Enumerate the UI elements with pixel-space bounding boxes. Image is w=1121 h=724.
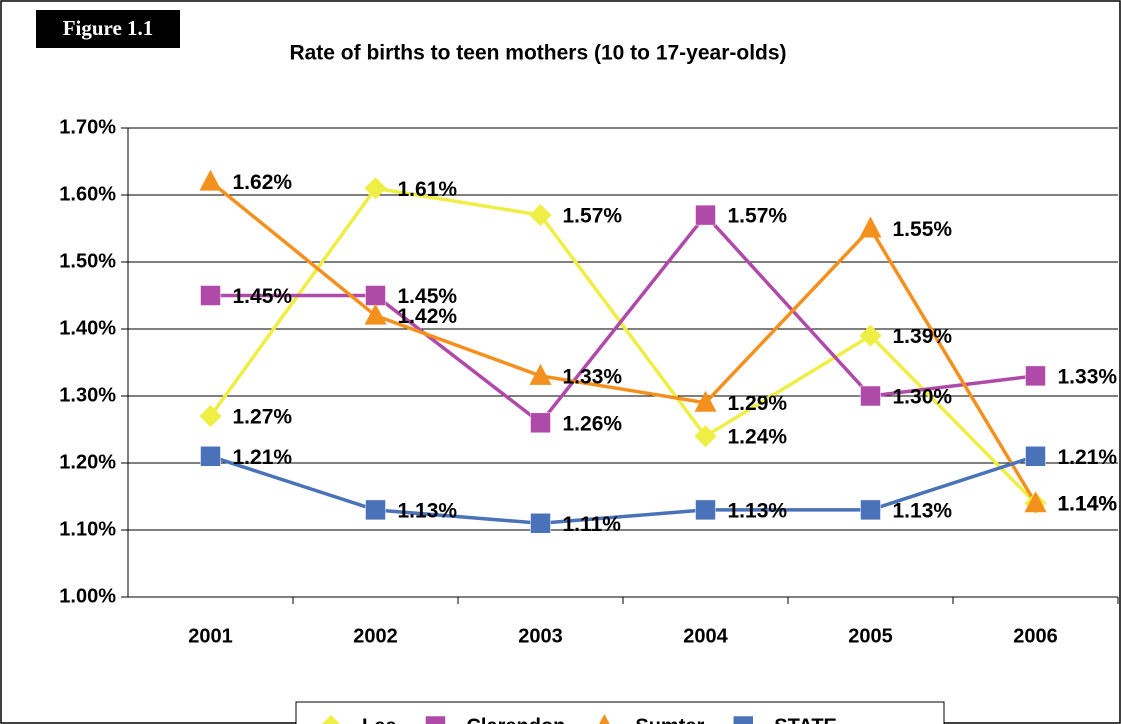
data-label: 1.13%: [893, 499, 953, 522]
data-label: 1.29%: [728, 392, 788, 415]
data-label: 1.57%: [728, 205, 788, 228]
legend-marker: [322, 715, 340, 724]
series-line: [209, 186, 1037, 505]
x-tick-label: 2006: [1013, 625, 1058, 647]
data-point: [200, 446, 221, 467]
x-tick-label: 2002: [353, 625, 398, 647]
data-label: 1.13%: [398, 499, 458, 522]
x-tick-label: 2003: [518, 625, 563, 647]
y-tick-label: 1.20%: [59, 451, 116, 473]
data-label: 1.13%: [728, 499, 788, 522]
data-point: [364, 177, 387, 200]
legend-label: Sumter: [635, 715, 704, 724]
figure-label: Figure 1.1: [63, 16, 154, 40]
data-label: 1.42%: [398, 305, 458, 328]
data-point: [860, 385, 881, 407]
legend-label: Clarendon: [466, 715, 565, 724]
data-point: [1025, 365, 1046, 387]
legend-label: Lee: [362, 715, 396, 724]
legend-marker: [599, 714, 610, 724]
data-point: [364, 303, 387, 325]
data-point: [530, 513, 551, 534]
data-label: 1.39%: [893, 325, 953, 348]
data-point: [859, 324, 882, 347]
legend: Lee Clarendon Sumter STATE: [295, 701, 945, 724]
y-tick-label: 1.10%: [59, 518, 116, 540]
x-tick-label: 2005: [848, 625, 893, 647]
legend-box: [295, 701, 945, 724]
data-label: 1.11%: [563, 513, 622, 536]
data-label: 1.21%: [1058, 446, 1118, 469]
x-tick-label: 2001: [188, 625, 233, 647]
data-label: 1.27%: [233, 406, 293, 429]
series-line: [209, 454, 1037, 526]
data-point: [365, 499, 386, 521]
series-line: [209, 180, 1038, 505]
y-tick-label: 1.60%: [59, 183, 116, 205]
data-label: 1.61%: [398, 178, 458, 201]
data-label: 1.24%: [728, 426, 788, 449]
data-label: 1.45%: [398, 285, 458, 308]
data-point: [199, 405, 222, 428]
data-point: [694, 390, 717, 412]
data-point: [695, 204, 716, 226]
data-point: [694, 425, 717, 448]
legend-marker: [733, 715, 754, 724]
data-label: 1.21%: [233, 446, 293, 469]
data-point: [1025, 446, 1046, 467]
data-label: 1.45%: [233, 285, 293, 308]
data-label: 1.33%: [1058, 365, 1118, 388]
data-label: 1.30%: [893, 386, 953, 409]
data-point: [695, 499, 716, 521]
y-tick-label: 1.00%: [59, 585, 116, 607]
chart-title: Rate of births to teen mothers (10 to 17…: [289, 42, 786, 65]
data-label: 1.14%: [1058, 493, 1118, 516]
data-point: [859, 216, 882, 238]
data-point: [530, 412, 551, 434]
data-label: 1.14%: [1058, 493, 1118, 516]
y-tick-label: 1.70%: [59, 116, 116, 138]
data-point: [1024, 491, 1047, 513]
data-point: [529, 363, 552, 385]
data-point: [200, 285, 221, 306]
y-tick-label: 1.40%: [59, 317, 116, 339]
data-point: [860, 499, 881, 521]
data-label: 1.33%: [563, 365, 623, 388]
data-label: 1.57%: [563, 205, 623, 228]
figure-label-box: [36, 10, 180, 48]
data-point: [365, 285, 386, 306]
legend-marker: [425, 715, 446, 724]
y-tick-label: 1.50%: [59, 250, 116, 272]
data-label: 1.62%: [233, 171, 293, 194]
data-label: 1.55%: [893, 218, 953, 241]
y-tick-label: 1.30%: [59, 384, 116, 406]
data-point: [529, 204, 552, 227]
data-point: [199, 169, 222, 191]
data-label: 1.26%: [563, 412, 623, 435]
x-tick-label: 2004: [683, 625, 728, 647]
legend-label: STATE: [774, 715, 837, 724]
